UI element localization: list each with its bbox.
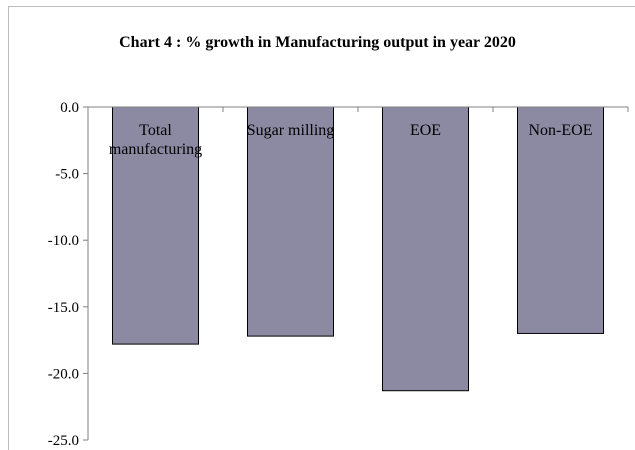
category-label: Non-EOE [529,122,593,139]
chart-title: Chart 4 : % growth in Manufacturing outp… [119,34,516,51]
bar [112,106,199,345]
y-tick-label: -15.0 [48,300,79,316]
y-tick-label: -10.0 [48,233,79,249]
y-tick-label: -5.0 [55,167,79,183]
y-tick-label: -20.0 [48,366,79,382]
bar [382,106,469,392]
chart-frame [8,6,635,450]
bar [247,106,334,337]
category-label: EOE [410,122,441,139]
category-label: Sugar milling [247,122,335,139]
category-label: Total manufacturing [109,122,202,158]
bar [517,106,604,334]
y-tick-label: -25.0 [48,433,79,449]
y-tick-label: 0.0 [60,100,79,116]
